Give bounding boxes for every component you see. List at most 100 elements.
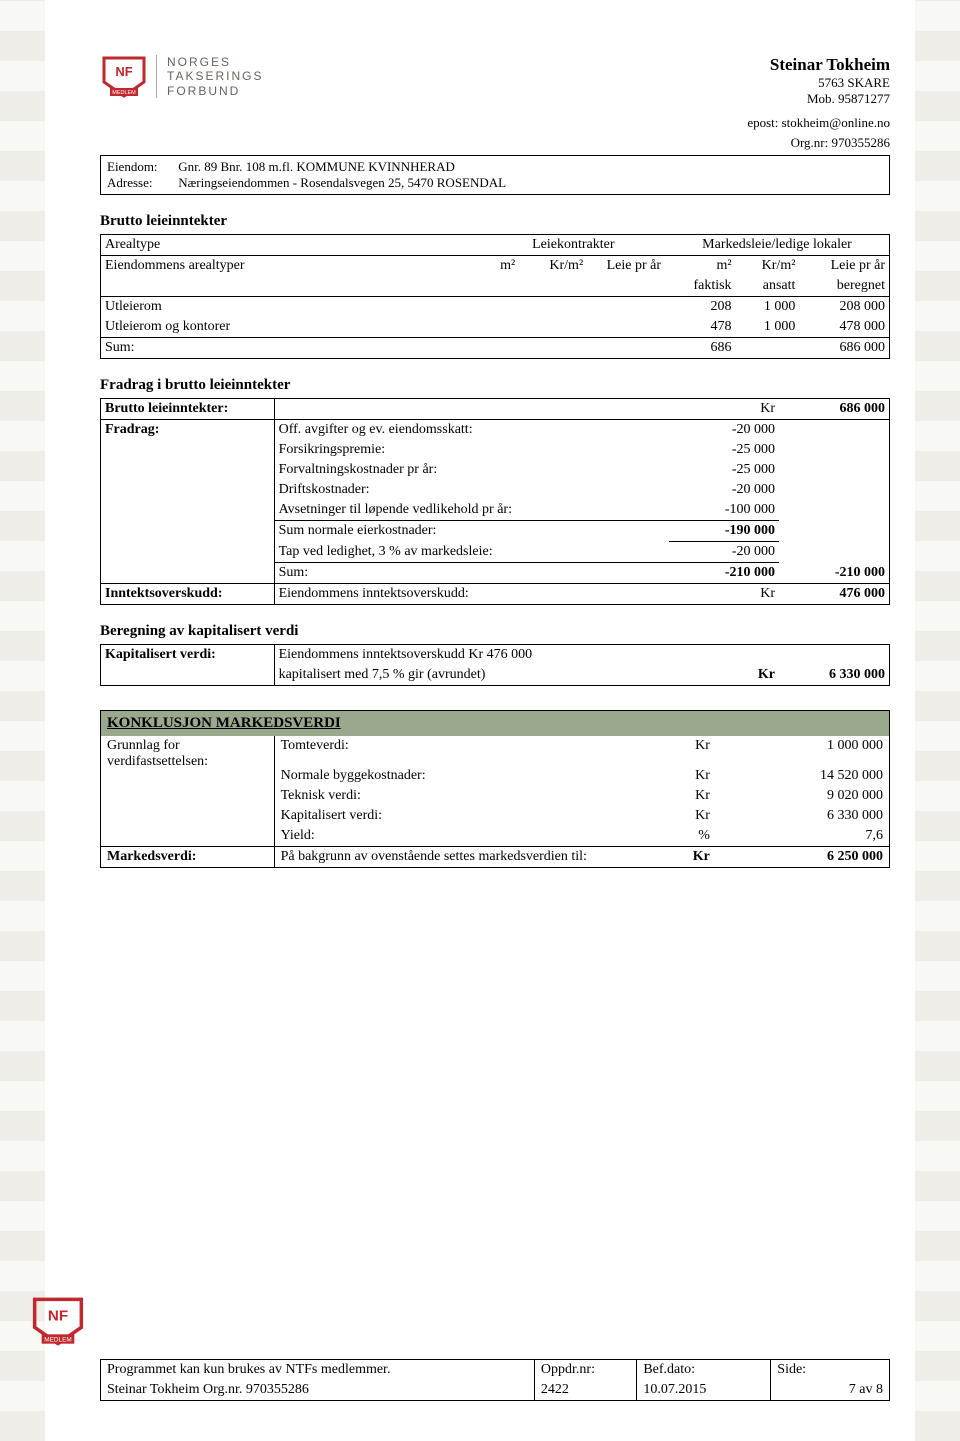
sum-total: -210 000 <box>779 563 889 584</box>
konkl-unit: Kr <box>669 786 716 806</box>
brutto-table: Arealtype Leiekontrakter Markedsleie/led… <box>100 234 890 359</box>
tap-label: Tap ved ledighet, 3 % av markedsleie: <box>274 542 669 563</box>
footer-bef-label: Bef.dato: <box>637 1360 771 1380</box>
svg-text:MEDLEM: MEDLEM <box>44 1336 71 1343</box>
th-krm2: Kr/m² <box>519 256 587 277</box>
property-value: Gnr. 89 Bnr. 108 m.fl. KOMMUNE KVINNHERA… <box>178 159 455 174</box>
th-leiepraar-2: Leie pr år <box>799 256 889 277</box>
markedsverdi-label: Markedsverdi: <box>101 847 275 868</box>
konkl-val: 9 020 000 <box>716 786 890 806</box>
th-beregnet: beregnet <box>799 276 889 297</box>
markedsverdi-unit: Kr <box>669 847 716 868</box>
beregning-desc2: kapitalisert med 7,5 % gir (avrundet) <box>274 665 669 686</box>
footer-side-val: 7 av 8 <box>771 1380 889 1400</box>
th-markedsleie: Markedsleie/ledige lokaler <box>665 235 889 256</box>
konkl-desc: Yield: <box>274 826 669 847</box>
footer-author: Steinar Tokheim Org.nr. 970355286 <box>101 1380 534 1400</box>
konkl-unit: % <box>669 826 716 847</box>
sum-normale-val: -190 000 <box>669 521 779 542</box>
beregning-label: Kapitalisert verdi: <box>101 645 275 686</box>
fradrag-val: -20 000 <box>669 480 779 500</box>
footer-side-label: Side: <box>771 1360 889 1380</box>
property-box: Eiendom: Gnr. 89 Bnr. 108 m.fl. KOMMUNE … <box>100 155 890 195</box>
fradrag-desc: Forvaltningskostnader pr år: <box>274 460 669 480</box>
sum-leie: 686 000 <box>799 338 889 359</box>
sum-m2: 686 <box>665 338 736 359</box>
beregning-table: Kapitalisert verdi: Eiendommens inntekts… <box>100 644 890 686</box>
konkl-val: 1 000 000 <box>716 736 890 756</box>
section-title-brutto: Brutto leieinntekter <box>100 213 890 230</box>
fradrag-val: -20 000 <box>669 420 779 441</box>
inntekt-val: 476 000 <box>779 584 889 605</box>
fradrag-desc: Forsikringspremie: <box>274 440 669 460</box>
cell-leie: 478 000 <box>799 317 889 338</box>
konkl-val: 7,6 <box>716 826 890 847</box>
contact-addr: 5763 SKARE <box>770 75 890 91</box>
cell-krm2: 1 000 <box>736 297 800 318</box>
logo-block: NF MEDLEM NORGES TAKSERINGS FORBUND <box>100 55 263 98</box>
konkl-desc: Teknisk verdi: <box>274 786 669 806</box>
header: NF MEDLEM NORGES TAKSERINGS FORBUND Stei… <box>100 55 890 107</box>
contact-orgnr: Org.nr: 970355286 <box>100 135 890 151</box>
konklusjon-table: Grunnlag for verdifastsettelsen: Tomteve… <box>100 736 890 868</box>
logo-text: NORGES TAKSERINGS FORBUND <box>156 55 263 98</box>
markedsverdi-val: 6 250 000 <box>716 847 890 868</box>
th-krm2-2: Kr/m² <box>736 256 800 277</box>
konkl-desc: Normale byggekostnader: <box>274 766 669 786</box>
cell-m2: 208 <box>665 297 736 318</box>
brutto-val: 686 000 <box>779 399 889 420</box>
sum-label: Sum: <box>101 338 482 359</box>
fradrag-label: Fradrag: <box>101 420 275 441</box>
th-m2: m² <box>482 256 520 277</box>
konkl-unit: Kr <box>669 766 716 786</box>
footer-note: Programmet kan kun brukes av NTFs medlem… <box>101 1360 534 1380</box>
th-arealtype: Arealtype <box>101 235 482 256</box>
logo-badge-icon: NF MEDLEM <box>100 56 148 98</box>
page: NF MEDLEM NORGES TAKSERINGS FORBUND Stei… <box>0 0 960 1441</box>
header-right: Steinar Tokheim 5763 SKARE Mob. 95871277 <box>770 55 890 107</box>
cell-m2: 478 <box>665 317 736 338</box>
th-m2-2: m² <box>665 256 736 277</box>
contact-mobile: Mob. 95871277 <box>770 91 890 107</box>
th-ansatt: ansatt <box>736 276 800 297</box>
cell-leie: 208 000 <box>799 297 889 318</box>
fradrag-desc: Driftskostnader: <box>274 480 669 500</box>
address-value: Næringseiendommen - Rosendalsvegen 25, 5… <box>178 175 506 190</box>
brutto-label: Brutto leieinntekter: <box>101 399 275 420</box>
logo-text-line: FORBUND <box>167 84 263 98</box>
konkl-unit: Kr <box>669 736 716 756</box>
row-label: Utleierom og kontorer <box>101 317 482 338</box>
konkl-val: 6 330 000 <box>716 806 890 826</box>
logo-text-line: NORGES <box>167 55 263 69</box>
sum-label: Sum: <box>274 563 669 584</box>
th-faktisk: faktisk <box>665 276 736 297</box>
row-label: Utleierom <box>101 297 482 318</box>
inntekt-desc: Eiendommens inntektsoverskudd: <box>274 584 669 605</box>
th-leiekontrakter: Leiekontrakter <box>482 235 665 256</box>
cell-krm2: 1 000 <box>736 317 800 338</box>
svg-text:NF: NF <box>48 1307 68 1324</box>
grunnlag-label: Grunnlag for verdifastsettelsen: <box>101 736 275 847</box>
inntekt-unit: Kr <box>669 584 779 605</box>
markedsverdi-desc: På bakgrunn av ovenstående settes marked… <box>274 847 669 868</box>
svg-text:NF: NF <box>115 64 132 79</box>
address-label: Adresse: <box>107 175 175 191</box>
sum-val: -210 000 <box>669 563 779 584</box>
fradrag-val: -25 000 <box>669 440 779 460</box>
fradrag-desc: Avsetninger til løpende vedlikehold pr å… <box>274 500 669 521</box>
fradrag-desc: Off. avgifter og ev. eiendomsskatt: <box>274 420 669 441</box>
beregning-desc1: Eiendommens inntektsoverskudd Kr 476 000 <box>274 645 669 666</box>
inntekt-label: Inntektsoverskudd: <box>101 584 275 605</box>
beregning-unit: Kr <box>669 665 779 686</box>
footer-box: Programmet kan kun brukes av NTFs medlem… <box>100 1359 890 1401</box>
section-title-beregning: Beregning av kapitalisert verdi <box>100 623 890 640</box>
fradrag-val: -25 000 <box>669 460 779 480</box>
konkl-unit: Kr <box>669 806 716 826</box>
fradrag-table: Brutto leieinntekter: Kr 686 000 Fradrag… <box>100 398 890 605</box>
konklusjon-title: KONKLUSJON MARKEDSVERDI <box>100 710 890 736</box>
footer-oppdr-val: 2422 <box>534 1380 636 1400</box>
contact-email: epost: stokheim@online.no <box>100 115 890 131</box>
contact-name: Steinar Tokheim <box>770 55 890 75</box>
logo-text-line: TAKSERINGS <box>167 69 263 83</box>
section-title-fradrag: Fradrag i brutto leieinntekter <box>100 377 890 394</box>
